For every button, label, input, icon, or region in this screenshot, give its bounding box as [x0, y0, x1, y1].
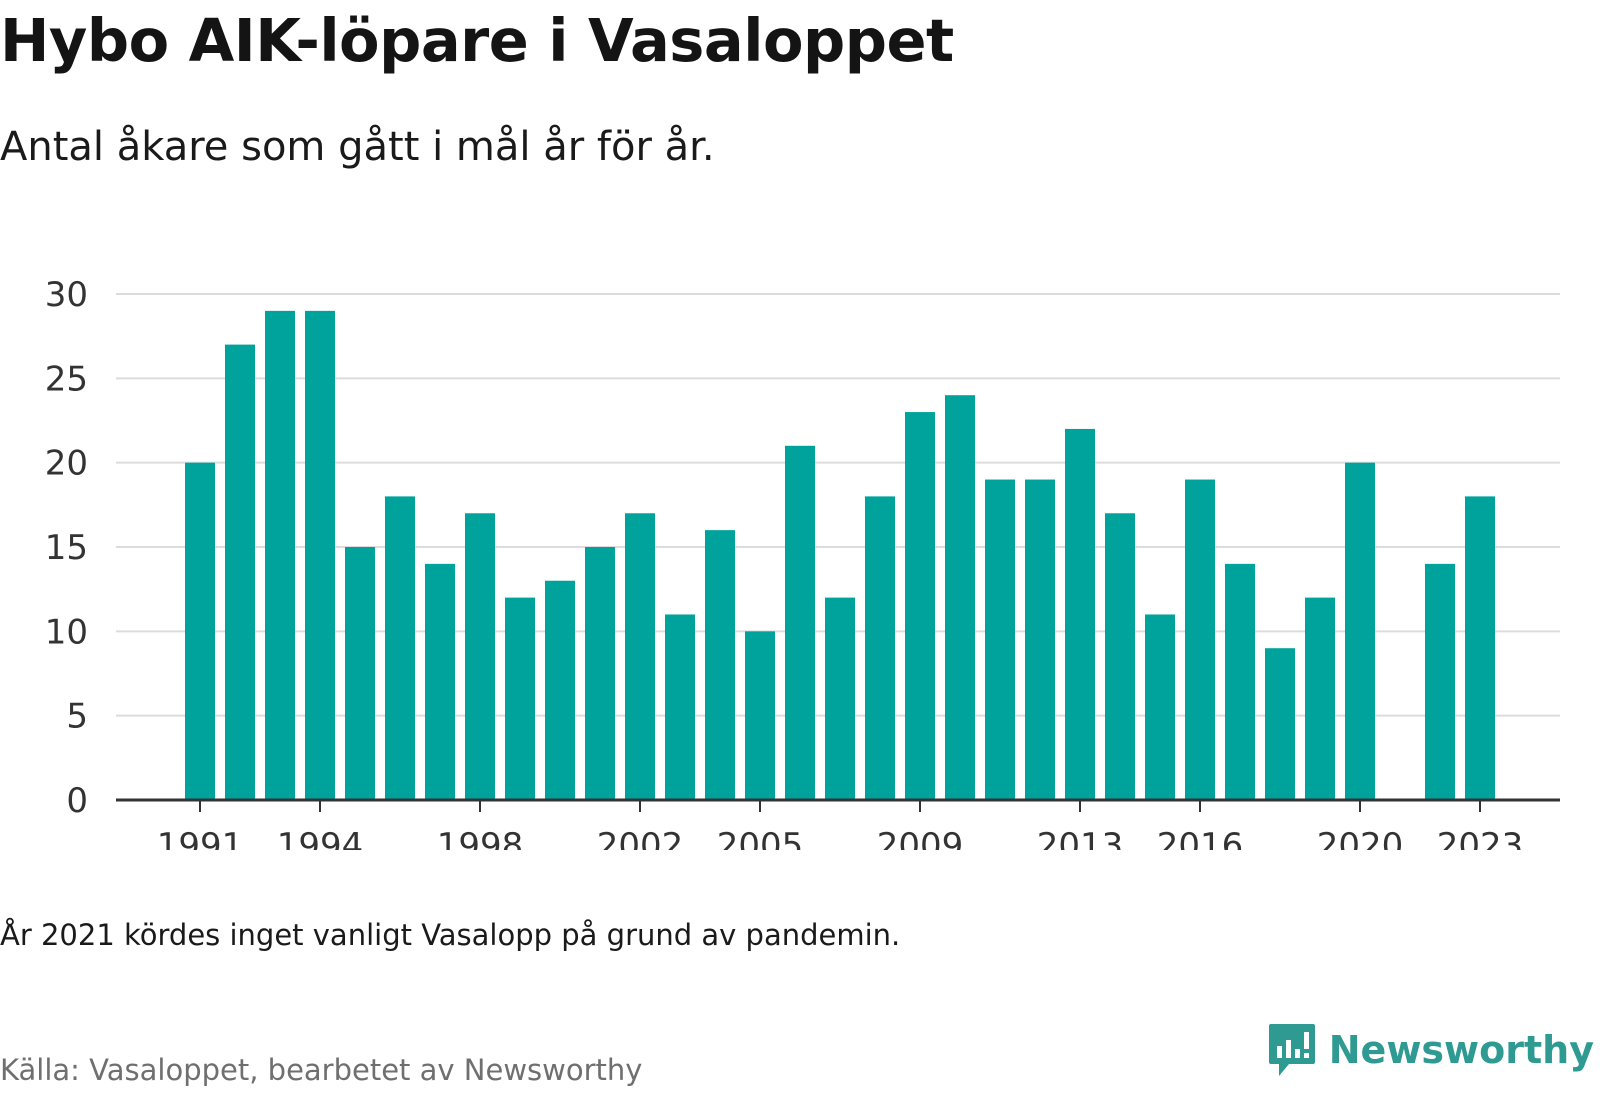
- x-tick-label: 2005: [717, 826, 804, 850]
- y-tick-label: 5: [66, 697, 88, 737]
- bar-2018: [1265, 648, 1295, 800]
- x-tick-label: 2002: [597, 826, 684, 850]
- brand-name: Newsworthy: [1328, 1028, 1594, 1072]
- bar-1993: [265, 310, 295, 800]
- bar-2009: [905, 412, 935, 800]
- bar-2017: [1225, 563, 1255, 800]
- chart-subtitle: Antal åkare som gått i mål år för år.: [0, 124, 715, 170]
- x-tick-label: 2020: [1317, 826, 1404, 850]
- source-text: Källa: Vasaloppet, bearbetet av Newswort…: [0, 1053, 643, 1087]
- bar-2007: [825, 597, 855, 800]
- bar-2019: [1305, 597, 1335, 800]
- bar-2022: [1425, 563, 1455, 800]
- bar-2001: [585, 547, 615, 800]
- bar-2002: [625, 513, 655, 800]
- bar-1999: [505, 597, 535, 800]
- bar-chart: 0 5 10 15 20 25 30 1991 1994 1998 2002 2005 2009 2013…: [45, 275, 1560, 850]
- bar-2000: [545, 580, 575, 800]
- bar-1994: [305, 310, 335, 800]
- x-tick-label: 2013: [1037, 826, 1124, 850]
- bar-2013: [1065, 428, 1095, 800]
- x-tick-label: 1994: [277, 826, 364, 850]
- y-tick-label: 30: [45, 275, 88, 315]
- brand-logo: Newsworthy: [1267, 1022, 1594, 1078]
- bar-1995: [345, 547, 375, 800]
- x-tick-label: 2016: [1157, 826, 1244, 850]
- bar-1997: [425, 563, 455, 800]
- bar-2020: [1345, 462, 1375, 800]
- bar-2014: [1105, 513, 1135, 800]
- y-tick-label: 0: [66, 781, 88, 821]
- x-tick-label: 2023: [1437, 826, 1524, 850]
- x-tick-label: 1998: [437, 826, 524, 850]
- bar-2010: [945, 395, 975, 800]
- bar-1992: [225, 344, 255, 800]
- bar-1998: [465, 513, 495, 800]
- bar-2006: [785, 445, 815, 800]
- bar-1996: [385, 496, 415, 800]
- bar-2011: [985, 479, 1015, 800]
- bar-2003: [665, 614, 695, 800]
- bar-2008: [865, 496, 895, 800]
- chart-title: Hybo AIK-löpare i Vasaloppet: [0, 6, 954, 75]
- bar-1991: [185, 462, 215, 800]
- bar-2015: [1145, 614, 1175, 800]
- bar-2023: [1465, 496, 1495, 800]
- y-tick-label: 25: [45, 359, 88, 399]
- y-tick-label: 10: [45, 612, 88, 652]
- bar-2004: [705, 530, 735, 800]
- bar-2005: [745, 631, 775, 800]
- chart-note: År 2021 kördes inget vanligt Vasalopp på…: [0, 918, 901, 952]
- y-tick-label: 20: [45, 444, 88, 484]
- bar-2012: [1025, 479, 1055, 800]
- newsworthy-logo-icon: [1268, 1024, 1315, 1076]
- bar-2016: [1185, 479, 1215, 800]
- x-tick-label: 1991: [157, 826, 244, 850]
- x-tick-label: 2009: [877, 826, 964, 850]
- y-tick-label: 15: [45, 528, 88, 568]
